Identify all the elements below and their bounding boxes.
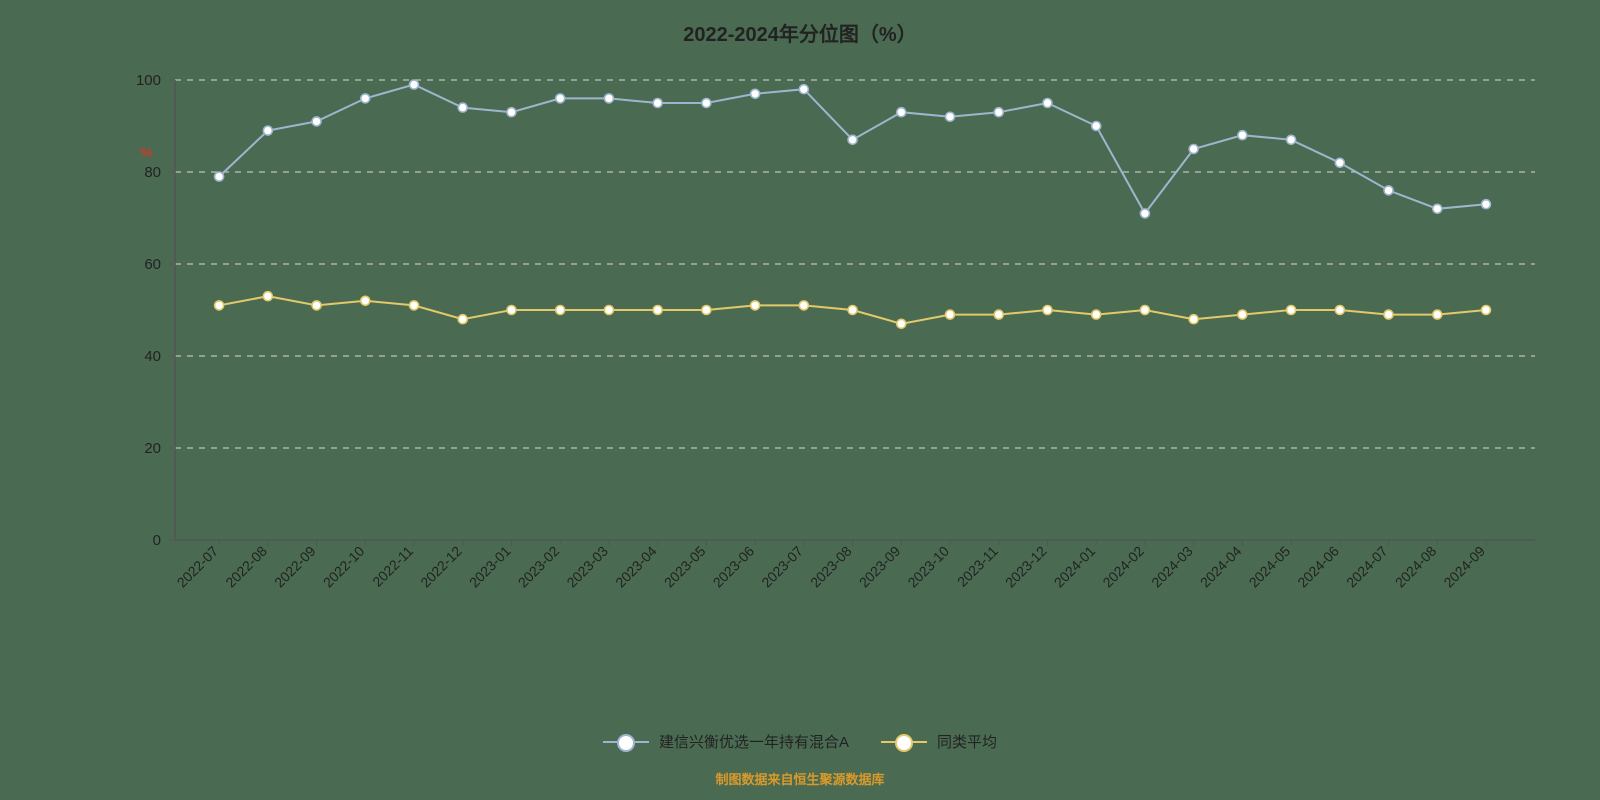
svg-text:40: 40: [144, 348, 161, 365]
svg-text:2024-05: 2024-05: [1246, 543, 1294, 591]
svg-text:100: 100: [136, 72, 161, 89]
svg-text:2023-02: 2023-02: [515, 543, 563, 591]
svg-text:2023-05: 2023-05: [661, 543, 709, 591]
svg-text:2023-11: 2023-11: [954, 543, 1001, 590]
svg-text:2022-08: 2022-08: [222, 543, 270, 591]
legend: 建信兴衡优选一年持有混合A 同类平均: [0, 731, 1600, 752]
svg-text:2022-10: 2022-10: [320, 543, 368, 591]
svg-text:2023-06: 2023-06: [710, 543, 758, 591]
svg-text:2023-04: 2023-04: [612, 543, 660, 591]
legend-label: 建信兴衡优选一年持有混合A: [659, 731, 849, 752]
svg-text:2024-01: 2024-01: [1051, 543, 1099, 591]
svg-text:80: 80: [144, 164, 161, 181]
legend-item[interactable]: 建信兴衡优选一年持有混合A: [603, 731, 849, 752]
svg-text:2022-07: 2022-07: [174, 543, 222, 591]
svg-text:2024-07: 2024-07: [1343, 543, 1391, 591]
legend-line-icon: [881, 741, 927, 743]
svg-text:60: 60: [144, 256, 161, 273]
chart-title: 2022-2024年分位图（%）: [0, 0, 1600, 47]
svg-text:2022-12: 2022-12: [417, 543, 465, 591]
chart-container: 2022-2024年分位图（%） % 0204060801002022-0720…: [0, 0, 1600, 800]
svg-text:2024-03: 2024-03: [1148, 543, 1196, 591]
svg-text:2023-10: 2023-10: [904, 543, 952, 591]
svg-text:2022-11: 2022-11: [369, 543, 416, 590]
svg-text:2024-04: 2024-04: [1197, 543, 1245, 591]
svg-text:20: 20: [144, 440, 161, 457]
svg-text:2023-01: 2023-01: [466, 543, 514, 591]
y-axis-percent-marker: %: [140, 144, 152, 160]
svg-text:2023-08: 2023-08: [807, 543, 855, 591]
svg-text:2022-09: 2022-09: [271, 543, 319, 591]
svg-text:2024-08: 2024-08: [1392, 543, 1440, 591]
legend-line-icon: [603, 741, 649, 743]
legend-item[interactable]: 同类平均: [881, 731, 997, 752]
svg-text:2023-12: 2023-12: [1002, 543, 1050, 591]
legend-label: 同类平均: [937, 731, 997, 752]
svg-text:2023-07: 2023-07: [758, 543, 806, 591]
svg-text:0: 0: [153, 532, 161, 549]
line-chart-svg: 0204060801002022-072022-082022-092022-10…: [175, 80, 1535, 700]
svg-text:2023-09: 2023-09: [856, 543, 904, 591]
svg-text:2024-09: 2024-09: [1440, 543, 1488, 591]
chart-footer: 制图数据来自恒生聚源数据库: [0, 769, 1600, 788]
svg-text:2024-06: 2024-06: [1294, 543, 1342, 591]
svg-text:2023-03: 2023-03: [563, 543, 611, 591]
svg-text:2024-02: 2024-02: [1099, 543, 1147, 591]
plot-area: 0204060801002022-072022-082022-092022-10…: [175, 80, 1535, 540]
